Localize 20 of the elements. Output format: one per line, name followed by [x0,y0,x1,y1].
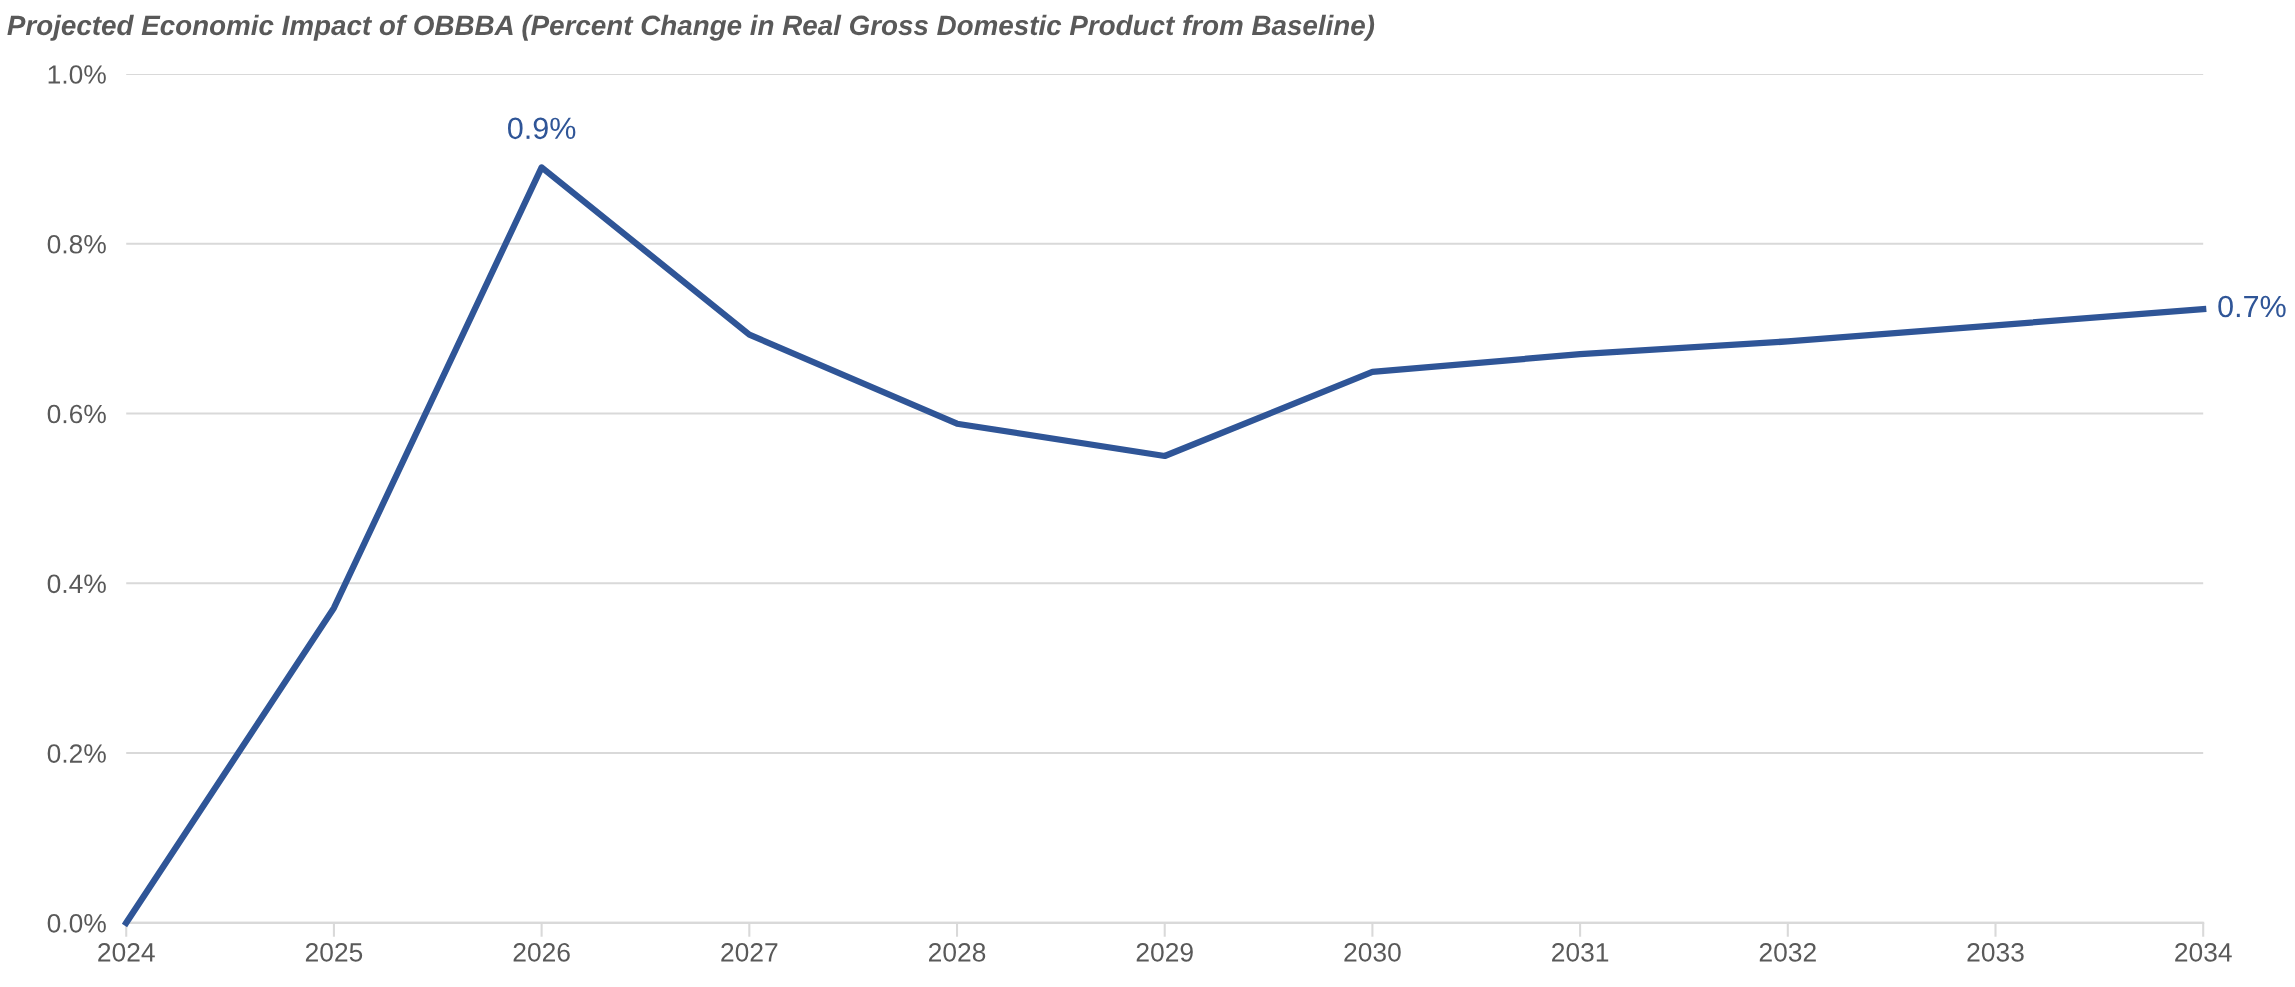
x-tick-label: 2031 [1552,942,1609,962]
x-tick-label: 2032 [1759,942,1816,962]
x-tick-label: 2026 [513,942,570,962]
x-tick-label: 2030 [1344,942,1401,962]
x-tick-label: 2025 [305,942,363,962]
x-tick-label: 2034 [2175,942,2232,962]
y-tick-label: 1.0% [48,65,106,84]
chart-title: Projected Economic Impact of OBBBA (Percent Change in Real Gross Domestic Product from Baseline) [7,14,1375,41]
x-tick-label: 2028 [928,942,986,962]
y-tick-label: 0.8% [47,234,106,254]
x-tick-label: 2029 [1136,942,1193,962]
y-tick-label: 0.0% [47,913,106,933]
x-tick-label: 2033 [1967,942,2024,962]
data-label: 0.7% [2218,295,2286,318]
data-label: 0.9% [507,117,576,140]
y-tick-label: 0.6% [47,404,106,424]
x-tick-label: 2024 [98,942,155,962]
y-tick-label: 0.4% [47,574,106,594]
y-tick-label: 0.2% [47,744,106,763]
x-tick-label: 2027 [721,942,778,962]
